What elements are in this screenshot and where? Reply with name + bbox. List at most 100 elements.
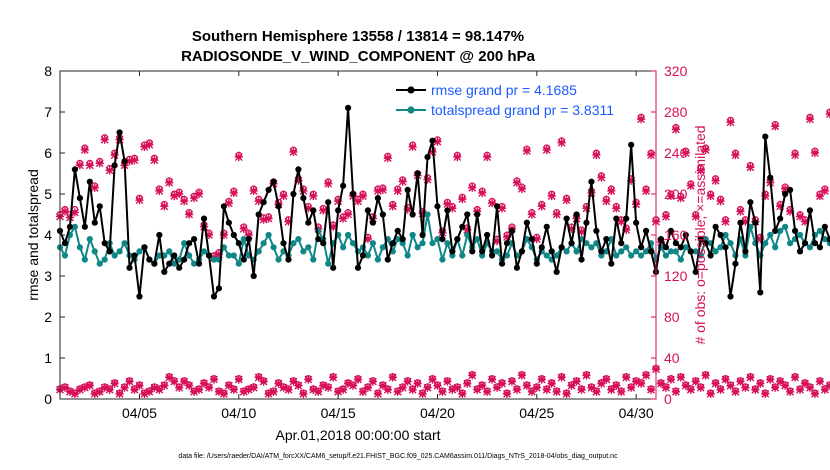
rmse-point — [454, 236, 461, 243]
rmse-point — [250, 272, 257, 280]
legend-spread-marker — [407, 106, 415, 114]
data-file-footer: data file: /Users/raeder/DAI/ATM_forcXX/… — [178, 453, 618, 460]
obs-assimilated-upper-point — [353, 197, 363, 206]
rmse-point — [161, 268, 168, 275]
totalspread-point — [344, 231, 352, 239]
totalspread-point — [672, 248, 679, 255]
totalspread-point — [633, 248, 640, 255]
obs-assimilated-lower-point — [254, 373, 263, 382]
obs-assimilated-lower-point — [234, 375, 243, 384]
obs-assimilated-lower-point — [185, 381, 194, 390]
obs-assimilated-upper-point — [696, 166, 705, 175]
rmse-point — [230, 231, 237, 239]
legend-spread-label: totalspread grand pr = 3.8311 — [431, 102, 614, 118]
obs-assimilated-upper-point — [746, 163, 755, 172]
totalspread-point — [260, 240, 267, 247]
rmse-point — [186, 240, 193, 247]
rmse-point — [523, 219, 530, 226]
obs-assimilated-lower-point — [666, 375, 675, 384]
obs-assimilated-upper-point — [190, 194, 199, 203]
obs-assimilated-lower-point — [269, 387, 278, 396]
obs-assimilated-upper-point — [597, 173, 606, 182]
totalspread-point — [503, 252, 511, 259]
obs-assimilated-lower-point — [691, 377, 700, 386]
totalspread-point — [275, 256, 282, 263]
obs-assimilated-lower-point — [736, 377, 745, 386]
obs-assimilated-lower-point — [597, 379, 606, 388]
obs-assimilated-upper-point — [641, 186, 651, 196]
obs-assimilated-upper-point — [731, 150, 740, 160]
obs-assimilated-lower-point — [165, 373, 174, 382]
obs-assimilated-lower-point — [810, 389, 820, 398]
totalspread-point — [588, 244, 595, 251]
obs-assimilated-upper-point — [632, 200, 641, 209]
obs-assimilated-lower-point — [443, 377, 452, 386]
obs-assimilated-upper-point — [309, 191, 318, 201]
obs-assimilated-lower-point — [676, 373, 685, 382]
rmse-point — [513, 264, 521, 271]
rmse-point — [752, 219, 759, 226]
obs-assimilated-lower-point — [527, 387, 536, 396]
totalspread-point — [86, 236, 93, 243]
obs-assimilated-upper-point — [175, 189, 184, 199]
obs-assimilated-upper-point — [612, 204, 621, 213]
obs-assimilated-lower-point — [214, 387, 224, 396]
obs-assimilated-upper-point — [165, 178, 174, 187]
rmse-point — [389, 240, 396, 247]
obs-assimilated-lower-point — [383, 385, 392, 394]
obs-assimilated-lower-point — [279, 383, 288, 392]
obs-assimilated-upper-point — [100, 135, 109, 144]
obs-assimilated-upper-point — [294, 176, 303, 185]
totalspread-point — [191, 260, 198, 267]
obs-assimilated-lower-point — [572, 377, 581, 386]
obs-assimilated-upper-point — [155, 186, 164, 196]
rmse-point — [220, 203, 227, 210]
rmse-point — [116, 129, 123, 136]
obs-assimilated-upper-point — [329, 222, 338, 231]
obs-assimilated-lower-point — [790, 373, 800, 382]
obs-assimilated-upper-point — [403, 205, 412, 214]
rmse-point — [210, 293, 218, 300]
totalspread-point — [166, 248, 173, 255]
obs-assimilated-lower-point — [309, 385, 318, 394]
totalspread-point — [409, 231, 416, 239]
obs-assimilated-upper-point — [443, 200, 452, 209]
obs-assimilated-lower-point — [731, 387, 740, 396]
obs-assimilated-lower-point — [815, 377, 824, 386]
obs-assimilated-lower-point — [304, 375, 313, 384]
rmse-point — [538, 244, 545, 251]
rmse-point — [195, 260, 203, 267]
rmse-point — [459, 223, 466, 230]
totalspread-point — [677, 256, 684, 263]
obs-assimilated-upper-point — [398, 177, 407, 186]
obs-assimilated-lower-point — [155, 385, 164, 394]
obs-assimilated-upper-point — [239, 224, 248, 233]
totalspread-point — [642, 248, 650, 255]
obs-assimilated-upper-point — [170, 191, 179, 201]
obs-assimilated-lower-point — [259, 377, 268, 386]
y-right-tick-label: 240 — [664, 145, 688, 161]
rmse-point — [682, 231, 689, 239]
obs-assimilated-upper-point — [433, 137, 442, 146]
y-right-tick-label: 80 — [664, 309, 680, 325]
obs-assimilated-upper-point — [279, 191, 288, 201]
totalspread-point — [717, 244, 724, 251]
obs-assimilated-lower-point — [314, 387, 323, 396]
obs-assimilated-lower-point — [274, 379, 283, 388]
obs-assimilated-lower-point — [537, 375, 546, 384]
totalspread-point — [101, 256, 108, 263]
rmse-point — [66, 223, 74, 230]
totalspread-point — [111, 252, 118, 259]
obs-assimilated-lower-point — [299, 389, 308, 398]
obs-assimilated-upper-point — [249, 186, 258, 196]
obs-assimilated-lower-point — [428, 375, 437, 384]
chart-title: Southern Hemisphere 13558 / 13814 = 98.1… — [192, 28, 524, 45]
obs-assimilated-upper-point — [125, 157, 134, 166]
x-tick-label: 04/30 — [619, 405, 654, 421]
legend: rmse grand pr = 4.1685 totalspread grand… — [396, 82, 614, 118]
rmse-point — [394, 227, 401, 234]
rmse-point — [647, 248, 655, 255]
rmse-point — [290, 190, 297, 198]
obs-assimilated-lower-point — [746, 373, 755, 382]
rmse-point — [533, 260, 540, 267]
